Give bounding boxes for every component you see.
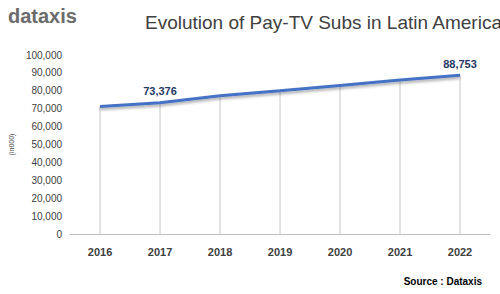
svg-text:70,000: 70,000 [31, 103, 62, 114]
svg-text:2017: 2017 [148, 246, 172, 258]
svg-text:2016: 2016 [88, 246, 112, 258]
svg-text:dataxis: dataxis [8, 5, 77, 27]
svg-text:73,376: 73,376 [143, 85, 177, 97]
svg-text:40,000: 40,000 [31, 157, 62, 168]
svg-text:10,000: 10,000 [31, 211, 62, 222]
svg-text:Evolution of Pay-TV Subs in La: Evolution of Pay-TV Subs in Latin Americ… [145, 12, 500, 33]
svg-text:Source : Dataxis: Source : Dataxis [404, 276, 483, 287]
svg-text:2022: 2022 [448, 246, 472, 258]
svg-text:100,000: 100,000 [26, 50, 63, 61]
svg-text:(in000): (in000) [8, 134, 16, 156]
svg-text:2021: 2021 [388, 246, 412, 258]
svg-text:2019: 2019 [268, 246, 292, 258]
svg-text:2020: 2020 [328, 246, 352, 258]
svg-text:88,753: 88,753 [443, 58, 477, 70]
svg-text:80,000: 80,000 [31, 85, 62, 96]
svg-text:50,000: 50,000 [31, 139, 62, 150]
svg-text:2018: 2018 [208, 246, 232, 258]
svg-text:30,000: 30,000 [31, 175, 62, 186]
svg-text:90,000: 90,000 [31, 67, 62, 78]
svg-text:0: 0 [56, 229, 62, 240]
svg-text:60,000: 60,000 [31, 121, 62, 132]
svg-text:20,000: 20,000 [31, 193, 62, 204]
